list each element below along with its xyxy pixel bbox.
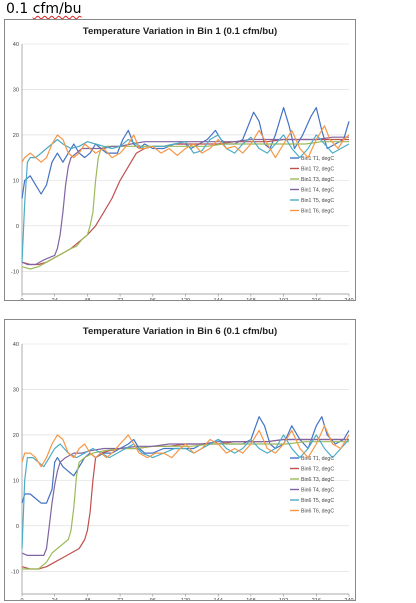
legend-label: Bin6 T5, degC — [301, 498, 334, 504]
x-tick-label: 0 — [20, 298, 23, 300]
chart-bin6: Temperature Variation in Bin 6 (0.1 cfm/… — [4, 319, 356, 601]
series-line — [21, 136, 349, 266]
series-line — [21, 107, 350, 199]
chart-title: Temperature Variation in Bin 1 (0.1 cfm/… — [83, 26, 277, 37]
legend-label: Bin1 T5, degC — [301, 198, 334, 204]
chart-bin6-svg: Temperature Variation in Bin 6 (0.1 cfm/… — [11, 326, 354, 600]
legend-label: Bin6 T2, degC — [301, 466, 334, 472]
series-line — [21, 438, 349, 570]
legend-label: Bin1 T4, degC — [301, 187, 334, 193]
series-line — [21, 141, 349, 270]
y-tick-label: 40 — [13, 42, 19, 48]
legend-label: Bin1 T1, degC — [301, 156, 334, 162]
chart-bin1-svg: Temperature Variation in Bin 1 (0.1 cfm/… — [11, 26, 354, 300]
heading-prefix: 0.1 — [6, 1, 33, 17]
series-line — [21, 425, 350, 468]
series-line — [21, 416, 350, 504]
y-tick-label: 0 — [16, 224, 19, 230]
x-tick-label: 168 — [246, 598, 255, 600]
legend-label: Bin1 T6, degC — [301, 208, 334, 214]
x-tick-label: 96 — [150, 298, 156, 300]
x-tick-label: 72 — [117, 598, 123, 600]
x-tick-label: 96 — [150, 598, 156, 600]
series-line — [22, 441, 349, 570]
y-tick-label: -10 — [11, 269, 19, 275]
x-tick-label: 168 — [246, 298, 255, 300]
y-tick-label: 0 — [16, 524, 19, 530]
legend-label: Bin6 T4, degC — [301, 487, 334, 493]
y-tick-label: 20 — [13, 133, 19, 139]
x-tick-label: 48 — [84, 298, 90, 300]
y-tick-label: 10 — [13, 178, 19, 184]
y-tick-label: 10 — [13, 478, 19, 484]
x-tick-label: 120 — [181, 298, 190, 300]
legend-label: Bin6 T6, degC — [301, 508, 334, 514]
legend-label: Bin6 T1, degC — [301, 456, 334, 462]
y-tick-label: 30 — [13, 87, 19, 93]
x-tick-label: 24 — [52, 298, 58, 300]
series-line — [21, 125, 350, 163]
x-tick-label: 120 — [181, 598, 190, 600]
x-tick-label: 48 — [84, 598, 90, 600]
page-heading: 0.1 cfm/bu — [6, 1, 81, 17]
x-tick-label: 72 — [117, 298, 123, 300]
series-line — [21, 434, 350, 549]
legend-label: Bin1 T3, degC — [301, 177, 334, 183]
series-line — [21, 438, 349, 556]
x-tick-label: 240 — [344, 598, 353, 600]
x-tick-label: 216 — [312, 298, 321, 300]
y-tick-label: 20 — [13, 433, 19, 439]
legend-label: Bin1 T2, degC — [301, 166, 334, 172]
chart-title: Temperature Variation in Bin 6 (0.1 cfm/… — [83, 326, 277, 337]
series-line — [21, 134, 350, 263]
heading-unit: cfm/bu — [32, 1, 82, 17]
x-tick-label: 192 — [279, 598, 288, 600]
x-tick-label: 144 — [214, 298, 223, 300]
y-tick-label: -10 — [11, 569, 19, 575]
x-tick-label: 216 — [312, 598, 321, 600]
x-tick-label: 0 — [20, 598, 23, 600]
x-tick-label: 144 — [214, 598, 223, 600]
x-tick-label: 240 — [344, 298, 353, 300]
y-tick-label: 40 — [13, 342, 19, 348]
chart-bin1: Temperature Variation in Bin 1 (0.1 cfm/… — [4, 19, 356, 301]
legend-label: Bin6 T3, degC — [301, 477, 334, 483]
y-tick-label: 30 — [13, 387, 19, 393]
x-tick-label: 192 — [279, 298, 288, 300]
x-tick-label: 24 — [52, 598, 58, 600]
